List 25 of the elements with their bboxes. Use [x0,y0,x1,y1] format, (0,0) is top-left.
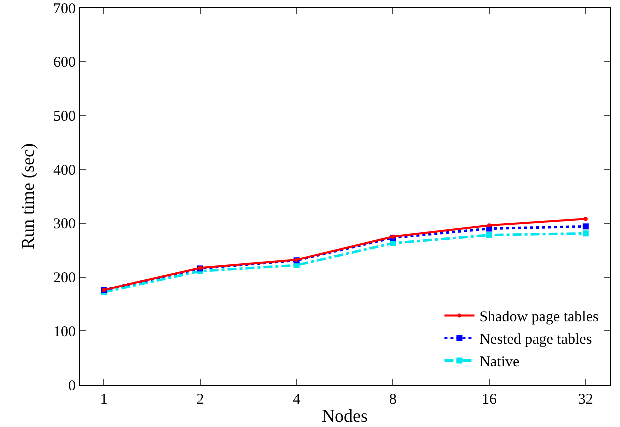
y-tick-label: 700 [54,1,76,18]
legend-label: Nested page tables [480,332,592,348]
point [486,232,493,238]
y-tick-label: 500 [54,108,76,125]
x-tick-label: 2 [196,392,204,408]
y-tick-label: 200 [54,270,76,287]
y-axis-title: Run time (sec) [18,144,38,250]
y-tick-label: 100 [54,324,76,340]
y-tick-label: 300 [54,216,76,233]
legend-label: Native [480,354,520,371]
point [488,224,492,228]
point [584,217,588,222]
legend-label: Shadow page tables [480,310,599,326]
y-tick-label: 400 [54,162,76,179]
x-tick-label: 32 [578,392,594,408]
y-tick-label: 0 [68,378,76,394]
point [390,240,396,246]
x-tick-label: 8 [389,392,397,408]
x-axis-title: Nodes [322,406,368,426]
point [582,230,589,237]
y-tick-label: 600 [54,55,76,72]
x-tick-label: 16 [482,392,498,408]
x-tick-label: 4 [293,392,302,408]
x-tick-label: 1 [100,392,108,408]
point [582,224,589,230]
